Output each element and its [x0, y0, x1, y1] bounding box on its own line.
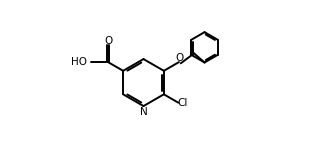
Text: HO: HO [71, 57, 87, 67]
Text: O: O [176, 53, 184, 63]
Text: Cl: Cl [177, 98, 187, 108]
Text: N: N [140, 107, 147, 118]
Text: O: O [105, 36, 113, 46]
